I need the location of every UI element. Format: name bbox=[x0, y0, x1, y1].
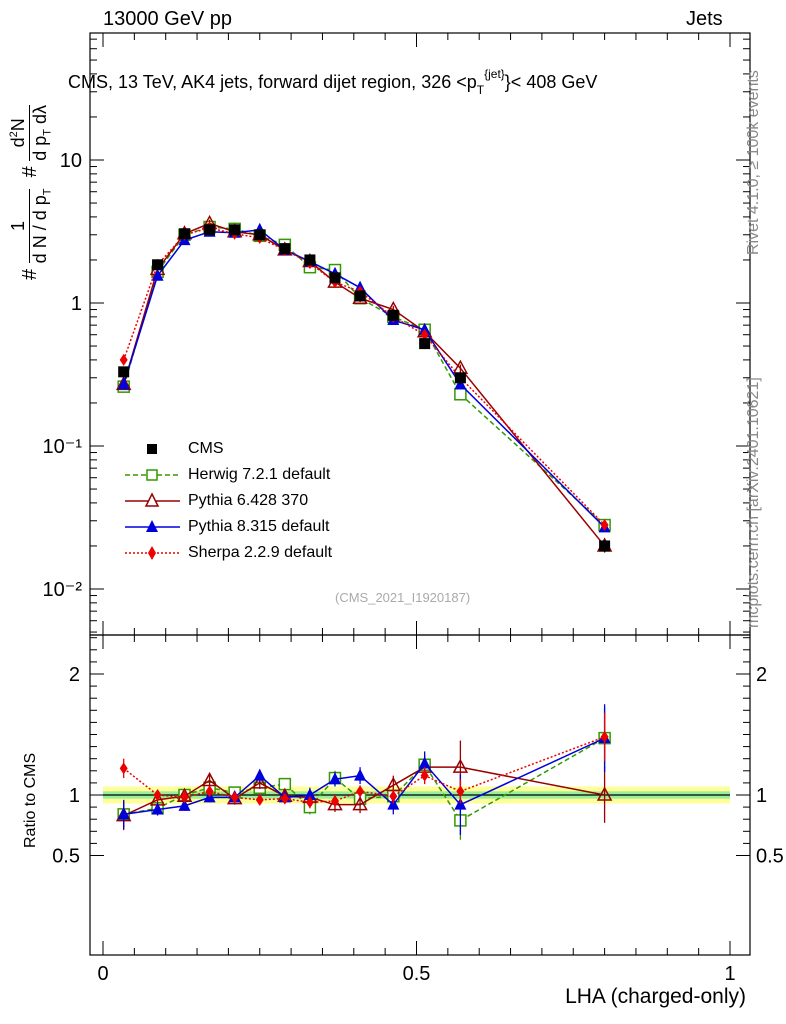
plot-subtitle: CMS, 13 TeV, AK4 jets, forward dijet reg… bbox=[68, 67, 598, 97]
ratio-point-sherpa-2-2-9-default bbox=[180, 791, 189, 804]
mcplots-credit: mcplots.cern.ch [arXiv:2401.10621] bbox=[745, 377, 762, 628]
data-point-cms bbox=[254, 229, 266, 241]
legend-label: Pythia 6.428 370 bbox=[188, 492, 309, 509]
ratio-point-sherpa-2-2-9-default bbox=[153, 789, 162, 801]
legend-item-sherpa: Sherpa 2.2.9 default bbox=[125, 540, 332, 566]
x-tick-label: 1 bbox=[724, 963, 735, 985]
data-point-pythia-8-315-default bbox=[151, 268, 164, 281]
legend-symbol-herwig bbox=[125, 469, 180, 481]
ratio-tick-label-right: 1 bbox=[756, 785, 767, 807]
ratio-point-pythia-6-428-370 bbox=[452, 758, 469, 773]
data-point-cms bbox=[204, 224, 216, 236]
ratio-point-pythia-6-428-370 bbox=[352, 796, 368, 811]
data-point-pythia-8-315-default bbox=[117, 377, 130, 390]
subtitle-pre: CMS, 13 TeV, AK4 jets, forward dijet reg… bbox=[68, 72, 477, 92]
legend-symbol-pythia6 bbox=[125, 492, 180, 507]
ratio-point-pythia-6-428-370 bbox=[201, 771, 218, 787]
subtitle-sub: T bbox=[476, 83, 485, 97]
y-tick-label: 10⁻¹ bbox=[43, 436, 83, 458]
y-tick-label: 10⁻² bbox=[43, 579, 83, 601]
data-point-cms bbox=[387, 309, 399, 321]
ratio-point-pythia-6-428-370 bbox=[251, 774, 268, 789]
ratio-point-pythia-6-428-370 bbox=[596, 786, 613, 801]
analysis-id: (CMS_2021_I1920187) bbox=[335, 590, 471, 605]
ratio-point-sherpa-2-2-9-default bbox=[330, 795, 339, 808]
ratio-point-sherpa-2-2-9-default bbox=[119, 762, 128, 775]
ratio-point-pythia-8-315-default bbox=[178, 798, 191, 811]
ratio-line-sherpa-2-2-9-default bbox=[123, 736, 605, 804]
x-tick-label: 0 bbox=[97, 963, 108, 985]
data-point-cms bbox=[118, 366, 130, 378]
data-point-cms bbox=[599, 540, 611, 552]
x-tick-label: 0.5 bbox=[403, 963, 431, 985]
y-tick-label: 10 bbox=[60, 150, 82, 172]
data-point-cms bbox=[179, 228, 191, 240]
ratio-tick-label-right: 2 bbox=[756, 664, 767, 686]
legend-label: Herwig 7.2.1 default bbox=[188, 466, 331, 483]
ratio-point-pythia-8-315-default bbox=[328, 772, 341, 785]
legend: CMS Herwig 7.2.1 default Pythia 6.428 37… bbox=[125, 436, 332, 566]
ratio-point-sherpa-2-2-9-default bbox=[280, 792, 289, 805]
legend-symbol-pythia8 bbox=[125, 520, 180, 532]
ratio-point-sherpa-2-2-9-default bbox=[205, 785, 214, 798]
ratio-point-pythia-8-315-default bbox=[151, 802, 164, 815]
ratio-point-sherpa-2-2-9-default bbox=[420, 769, 429, 782]
legend-item-cms: CMS bbox=[125, 436, 332, 462]
ratio-point-pythia-8-315-default bbox=[387, 797, 400, 810]
header-left: 13000 GeV pp bbox=[103, 8, 232, 30]
legend-item-pythia6: Pythia 6.428 370 bbox=[125, 488, 332, 514]
ratio-point-pythia-8-315-default bbox=[418, 756, 431, 769]
ratio-line-pythia-8-315-default bbox=[123, 737, 605, 816]
ratio-point-pythia-8-315-default bbox=[117, 807, 130, 820]
ratio-point-pythia-8-315-default bbox=[454, 797, 467, 810]
ratio-tick-label: 2 bbox=[69, 664, 80, 686]
ratio-ylabel: Ratio to CMS bbox=[22, 752, 39, 848]
data-point-sherpa-2-2-9-default bbox=[420, 328, 429, 341]
legend-symbol-cms bbox=[147, 444, 157, 454]
rivet-version: Rivet 4.1.0, ≥ 100k events bbox=[745, 70, 762, 255]
subtitle-sup: {jet} bbox=[484, 67, 505, 81]
subtitle-post: }< 408 GeV bbox=[504, 72, 598, 92]
legend-label: CMS bbox=[188, 440, 224, 457]
ratio-point-sherpa-2-2-9-default bbox=[389, 790, 398, 803]
ratio-tick-label: 1 bbox=[69, 785, 80, 807]
ratio-point-pythia-8-315-default bbox=[253, 768, 266, 781]
data-point-sherpa-2-2-9-default bbox=[119, 353, 128, 366]
ratio-point-sherpa-2-2-9-default bbox=[456, 785, 465, 798]
ratio-point-sherpa-2-2-9-default bbox=[305, 796, 314, 809]
ratio-point-pythia-8-315-default bbox=[303, 788, 316, 800]
data-point-cms bbox=[304, 254, 316, 266]
x-axis-label: LHA (charged-only) bbox=[565, 985, 746, 1008]
ratio-point-sherpa-2-2-9-default bbox=[356, 785, 365, 798]
ratio-tick-label-right: 0.5 bbox=[756, 846, 784, 868]
data-point-cms bbox=[229, 224, 241, 236]
legend-item-herwig: Herwig 7.2.1 default bbox=[125, 462, 332, 488]
data-point-cms bbox=[419, 338, 431, 350]
data-point-herwig-7-2-1-default bbox=[454, 388, 467, 401]
ratio-point-pythia-6-428-370 bbox=[385, 776, 402, 792]
ratio-tick-label: 0.5 bbox=[52, 846, 80, 868]
data-point-cms bbox=[454, 372, 466, 384]
data-point-cms bbox=[152, 259, 164, 271]
ratio-point-sherpa-2-2-9-default bbox=[255, 793, 264, 806]
y-tick-label: 1 bbox=[71, 293, 82, 315]
data-point-cms bbox=[279, 243, 291, 255]
data-point-cms bbox=[354, 290, 366, 302]
legend-label: Pythia 8.315 default bbox=[188, 518, 330, 535]
legend-item-pythia8: Pythia 8.315 default bbox=[125, 514, 332, 540]
legend-label: Sherpa 2.2.9 default bbox=[188, 544, 333, 561]
ratio-point-sherpa-2-2-9-default bbox=[600, 730, 609, 743]
header-right: Jets bbox=[686, 8, 723, 30]
ratio-point-pythia-8-315-default bbox=[354, 768, 367, 781]
data-point-sherpa-2-2-9-default bbox=[600, 519, 609, 532]
legend-symbol-sherpa bbox=[125, 546, 180, 560]
ratio-point-sherpa-2-2-9-default bbox=[230, 791, 239, 804]
ratio-point-pythia-6-428-370 bbox=[327, 796, 343, 811]
data-point-cms bbox=[329, 272, 341, 284]
